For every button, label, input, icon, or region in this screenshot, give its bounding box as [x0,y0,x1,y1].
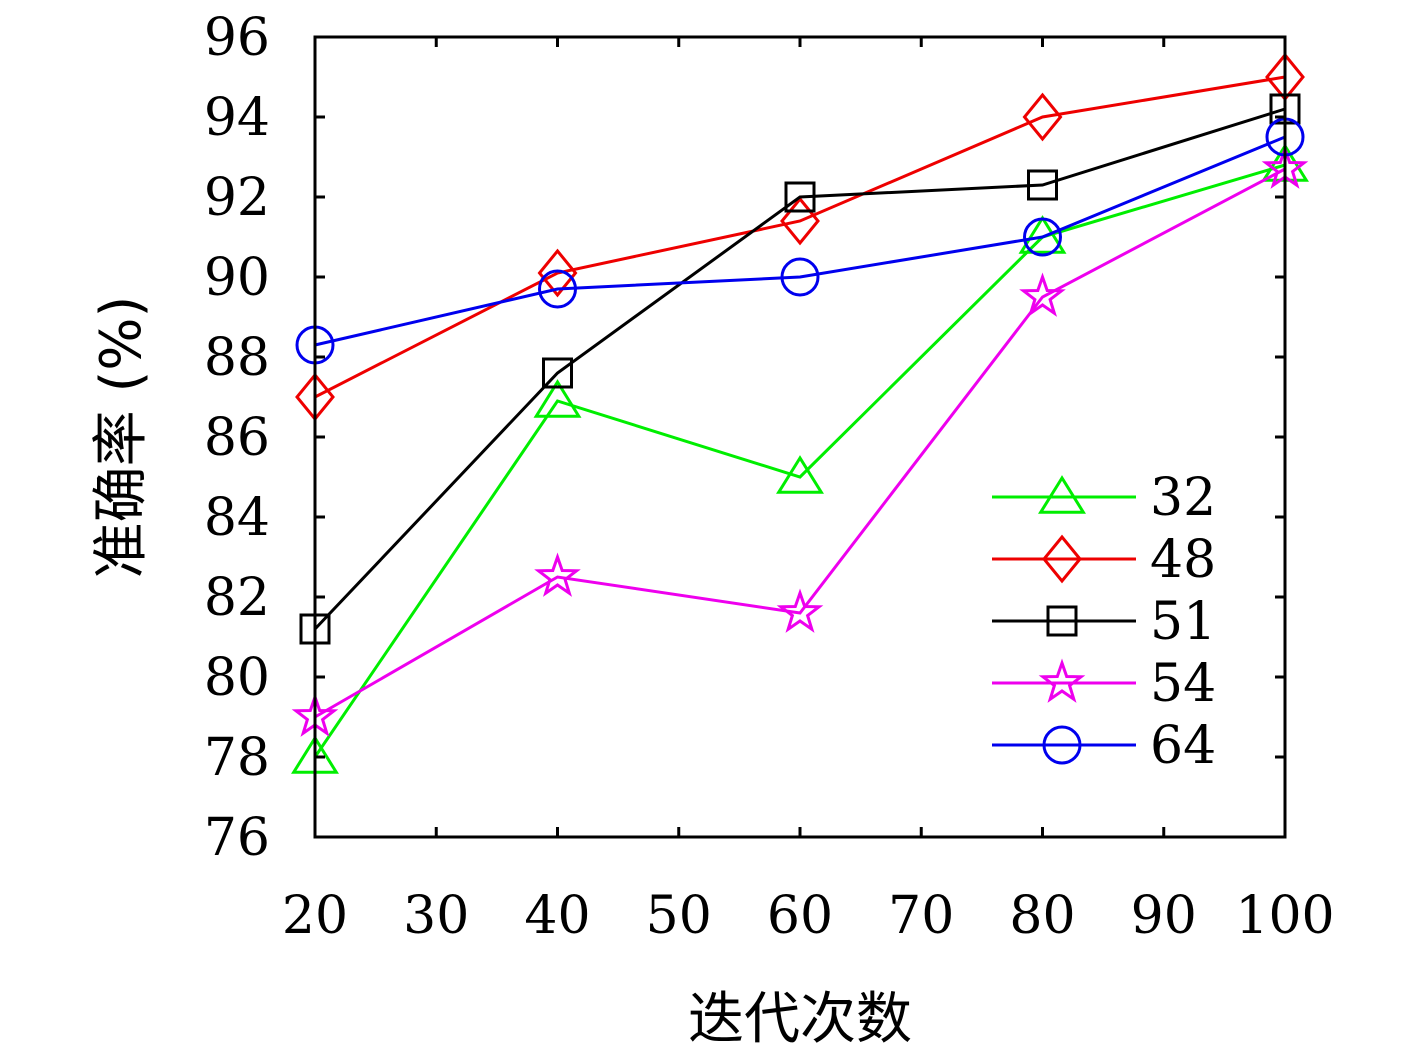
y-axis: 76 78 80 82 84 86 88 90 92 94 96 [204,8,1285,868]
data-point-diamond [780,196,820,246]
legend-label: 64 [1150,716,1216,776]
x-tick-label: 100 [1235,886,1334,946]
x-tick-label: 40 [524,886,590,946]
series-64 [295,117,1305,365]
x-tick-label: 50 [646,886,712,946]
data-point-circle [780,257,820,297]
series-48 [295,52,1305,422]
y-axis-title: 准确率 (%) [89,296,154,579]
legend-item-32: 32 [992,468,1216,528]
legend-item-54: 54 [992,654,1216,714]
y-tick-label: 76 [204,808,270,868]
legend-marker-diamond [1042,534,1082,584]
series-54 [291,144,1309,737]
x-axis-title: 迭代次数 [688,987,912,1052]
legend-label: 32 [1150,468,1216,528]
data-point-triangle [776,455,824,494]
x-tick-label: 60 [767,886,833,946]
data-point-circle [538,269,577,309]
y-tick-label: 96 [204,8,270,68]
y-tick-label: 78 [204,728,270,788]
x-tick-label: 90 [1131,886,1197,946]
x-tick-label: 80 [1009,886,1075,946]
data-point-star [534,552,581,597]
legend-item-48: 48 [992,530,1216,590]
legend-marker-square [1046,605,1078,637]
series-line [314,135,1286,347]
data-point-square [784,181,816,213]
data-point-triangle [1018,215,1067,254]
data-point-star [1019,272,1066,317]
x-tick-label: 70 [888,886,954,946]
y-tick-label: 84 [204,488,270,548]
data-point-triangle [533,379,582,418]
y-tick-label: 88 [204,328,270,388]
y-tick-label: 92 [204,168,270,228]
legend-marker-triangle [1038,475,1086,514]
data-point-square [542,357,573,389]
legend-item-51: 51 [992,592,1216,652]
plot-background [315,37,1285,837]
legend-label: 54 [1150,654,1216,714]
y-tick-label: 80 [204,648,270,708]
legend-item-64: 64 [992,716,1216,776]
y-tick-label: 82 [204,568,270,628]
series-line [313,107,1286,631]
legend-marker-star [1038,658,1086,703]
series-line [313,163,1286,758]
y-tick-label: 90 [204,248,270,308]
data-point-diamond [537,248,578,298]
legend-marker-circle [1042,725,1082,765]
data-point-square [1027,169,1058,201]
x-axis: 20 30 40 50 60 70 80 90 100 [282,37,1335,946]
series-line [314,167,1286,719]
series-layer [291,52,1309,774]
data-point-star [776,588,824,633]
y-tick-label: 86 [204,408,270,468]
data-point-diamond [1022,92,1063,142]
series-line [314,75,1286,399]
legend-label: 48 [1150,530,1216,590]
x-tick-label: 20 [282,886,348,946]
x-tick-label: 30 [403,886,469,946]
y-tick-label: 94 [204,88,270,148]
legend-label: 51 [1150,592,1216,652]
data-point-circle [1023,217,1062,257]
